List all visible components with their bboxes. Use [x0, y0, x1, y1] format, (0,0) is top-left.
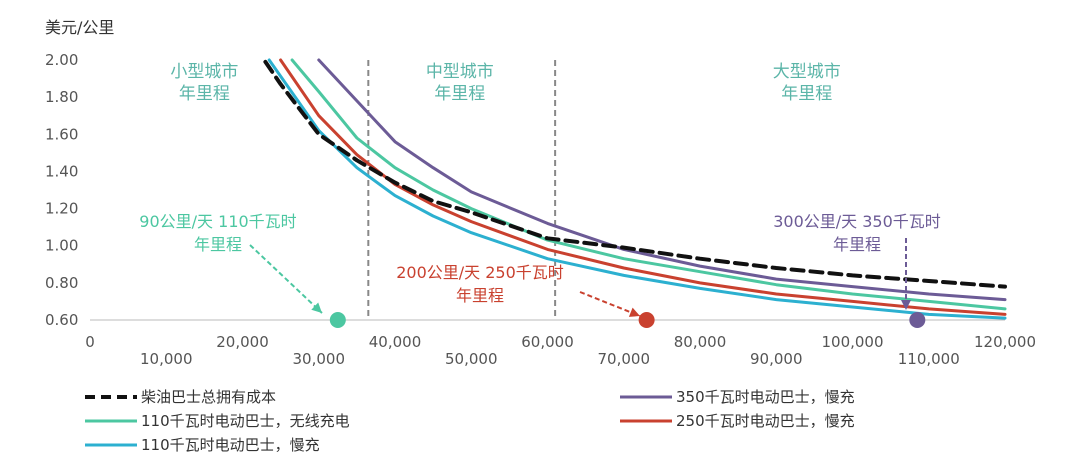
- series-line: [267, 58, 1007, 320]
- region-dividers: [367, 60, 557, 320]
- series-lines: [263, 58, 1007, 320]
- region-label: 年里程: [781, 84, 832, 104]
- y-tick-label: 2.00: [45, 51, 78, 69]
- x-tick-label: 90,000: [750, 350, 803, 368]
- x-tick-label: 100,000: [821, 333, 883, 351]
- annotation-marker: [638, 312, 655, 328]
- y-tick-label: 0.60: [45, 311, 78, 329]
- annotation-label: 200公里/天 250千瓦时: [396, 263, 564, 282]
- legend-label: 110千瓦时电动巴士，慢充: [141, 436, 320, 454]
- region-label: 大型城市: [773, 62, 841, 82]
- annotation-label: 90公里/天 110千瓦时: [139, 212, 296, 231]
- annotation-marker: [329, 312, 346, 328]
- annotation-label: 300公里/天 350千瓦时: [773, 212, 941, 231]
- legend-label: 350千瓦时电动巴士，慢充: [676, 388, 855, 406]
- annotation-label: 年里程: [456, 286, 504, 305]
- x-tick-label: 20,000: [216, 333, 269, 351]
- y-tick-label: 1.00: [45, 237, 78, 255]
- x-tick-label: 50,000: [445, 350, 498, 368]
- annotation-arrow: [249, 244, 323, 314]
- series-line: [279, 58, 1007, 316]
- y-axis-label: 美元/公里: [45, 18, 114, 37]
- x-tick-label: 120,000: [974, 333, 1036, 351]
- legend-label: 250千瓦时电动巴士，慢充: [676, 412, 855, 430]
- y-tick-label: 1.20: [45, 200, 78, 218]
- x-tick-label: 110,000: [898, 350, 960, 368]
- y-tick-label: 1.40: [45, 162, 78, 180]
- annotation-label: 年里程: [833, 235, 881, 254]
- y-tick-label: 1.60: [45, 125, 78, 143]
- x-tick-label: 70,000: [598, 350, 651, 368]
- region-label: 年里程: [179, 84, 230, 104]
- x-tick-label: 80,000: [674, 333, 727, 351]
- annotation-arrow: [579, 291, 641, 317]
- annotation-marker: [909, 312, 926, 328]
- series-line: [317, 58, 1007, 302]
- region-label: 中型城市: [426, 62, 494, 82]
- x-tick-label: 30,000: [293, 350, 346, 368]
- annotation-label: 年里程: [194, 235, 242, 254]
- region-label: 小型城市: [170, 62, 238, 82]
- annotation-arrowhead: [311, 302, 322, 313]
- x-tick-label: 40,000: [369, 333, 422, 351]
- x-tick-label: 10,000: [140, 350, 193, 368]
- legend: 柴油巴士总拥有成本 350千瓦时电动巴士，慢充 110千瓦时电动巴士，无线充电 250…: [85, 388, 855, 454]
- legend-label: 110千瓦时电动巴士，无线充电: [141, 412, 350, 430]
- axes: 美元/公里 2.00 1.80 1.60 1.40 1.20 1.00 0.80 0.60 0 20…: [45, 18, 1036, 368]
- legend-label: 柴油巴士总拥有成本: [141, 388, 276, 406]
- series-line: [263, 59, 1007, 289]
- annotation-arrowhead: [628, 307, 640, 317]
- region-label: 年里程: [434, 84, 485, 104]
- x-tick-label: 0: [85, 333, 95, 351]
- y-tick-label: 0.80: [45, 274, 78, 292]
- annotation-arrowhead: [901, 300, 911, 310]
- x-tick-label: 60,000: [521, 333, 574, 351]
- y-tick-label: 1.80: [45, 88, 78, 106]
